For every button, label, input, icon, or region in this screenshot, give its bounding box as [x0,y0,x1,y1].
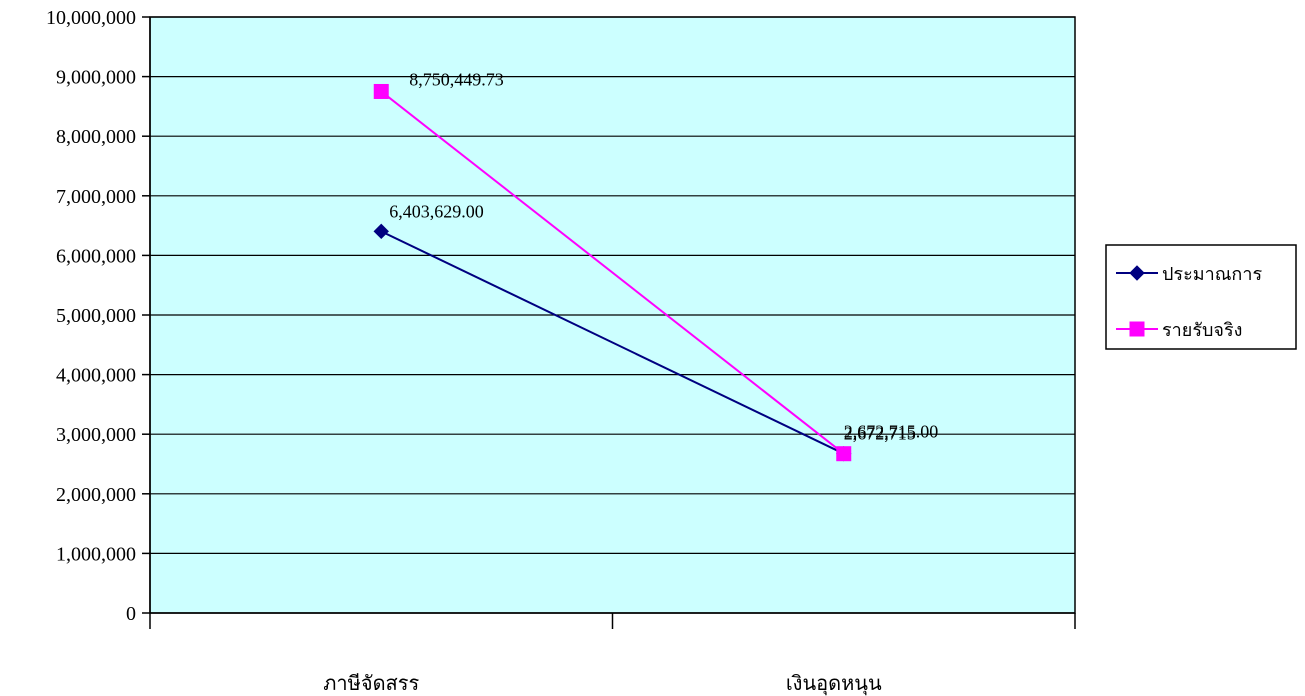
y-tick-label: 5,000,000 [56,305,136,327]
data-label: 2,672,715.00 [844,422,939,442]
y-tick-label: 8,000,000 [56,126,136,148]
data-label: 8,750,449.73 [409,69,504,89]
series-line [380,90,845,455]
y-tick-label: 10,000,000 [46,7,136,29]
y-tick-label: 1,000,000 [56,543,136,565]
series-line [380,230,845,455]
data-point [373,223,389,240]
data-labels: 6,403,629.00 2,672,715 8,750,449.73 2,672,7… [389,69,938,443]
data-point [1129,265,1145,281]
y-tick-label: 2,000,000 [56,484,136,506]
y-tick-label: 6,000,000 [56,245,136,267]
data-label: 6,403,629.00 [389,201,484,221]
y-tick-label: 4,000,000 [56,365,136,387]
y-tick-label: 3,000,000 [56,424,136,446]
legend-label: รายรับจริง [1162,320,1242,340]
legend-label: ประมาณการ [1162,264,1262,284]
axes: 0 1,000,000 2,000,000 3,000,000 4,000,000 5,0… [46,7,1076,696]
data-point [373,83,389,99]
x-category-label: เงินอุดหนุน [786,673,882,696]
data-point [836,446,852,462]
plot-area [149,16,1076,614]
series-group [373,83,852,462]
y-tick-label: 0 [126,603,136,625]
x-category-label: ภาษีจัดสรร [323,673,419,695]
data-label: 2,672,715 [844,424,916,444]
y-tick-label: 9,000,000 [56,67,136,89]
data-point [1129,321,1145,337]
y-tick-label: 7,000,000 [56,186,136,208]
